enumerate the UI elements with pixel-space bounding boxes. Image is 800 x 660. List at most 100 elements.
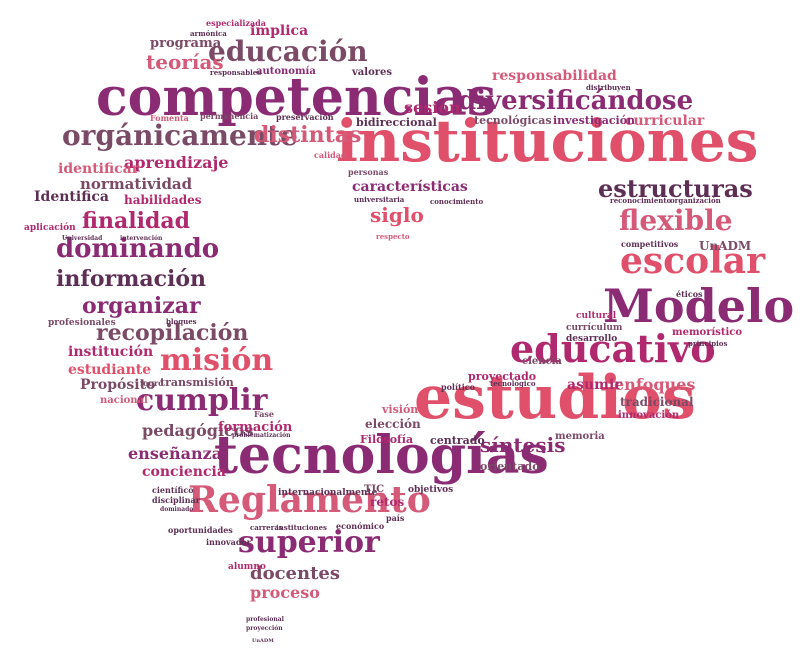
word-curricular: curricular (625, 113, 705, 129)
word-docentes: docentes (250, 563, 340, 584)
word-armonica: armónica (190, 29, 227, 38)
word-intervencion: intervención (120, 235, 163, 242)
word-diversificandose: diversificándose (458, 86, 694, 116)
word-responsabilidad: responsabilidad (492, 68, 617, 84)
word-siglo: siglo (370, 203, 424, 227)
word-desarrollo: desarrollo (566, 334, 618, 344)
word-profesionales: profesionales (48, 318, 116, 328)
word-tecnologico: tecnológico (490, 379, 536, 388)
word-proceso: proceso (250, 583, 320, 602)
word-carreras: carreras (250, 523, 283, 532)
word-fomenta: Fomenta (150, 113, 189, 123)
word-dominado: dominado (160, 506, 194, 513)
word-programa: programa (150, 36, 222, 51)
word-innovador: innovador (206, 537, 251, 547)
word-estudios: estudios (414, 363, 696, 433)
word-permanencia: permanencia (200, 111, 259, 121)
word-tecnologicas: tecnológicas (474, 114, 552, 127)
word-eticos: éticos (676, 289, 703, 299)
word-flexible: flexible (619, 204, 733, 237)
word-ensenanza: enseñanza (128, 444, 223, 463)
word-investigacion: investigación (553, 114, 636, 127)
word-universidad: Universidad (62, 235, 103, 242)
word-memoristico: memorístico (672, 327, 743, 338)
word-instituciones: instituciones (336, 107, 759, 175)
word-competitivos: competitivos (621, 239, 679, 249)
word-recopilacion: recopilación (96, 320, 249, 346)
word-habilidades: habilidades (124, 193, 202, 207)
word-teorias: teorías (146, 50, 224, 74)
word-estructuras: estructuras (598, 174, 753, 203)
word-aprendizaje: aprendizaje (124, 153, 229, 172)
word-conciencia: conciencia (142, 464, 226, 480)
word-institucion: institución (68, 344, 154, 360)
word-transmision: transmisión (160, 376, 234, 389)
word-finalidad: finalidad (82, 208, 190, 234)
word-implica: implica (250, 23, 309, 39)
word-superior: superior (238, 525, 380, 560)
word-centrado: centrado (430, 434, 485, 447)
word-filosofia: Filosofía (360, 433, 414, 446)
word-unadm-small: UnADM (252, 638, 274, 644)
word-organizar: organizar (82, 293, 201, 319)
word-competencias: competencias (96, 67, 497, 128)
word-ciencia: ciencia (522, 356, 562, 367)
word-preservacion: preservación (276, 112, 334, 122)
word-aplicacion: aplicación (24, 223, 76, 233)
word-tecnologias: tecnologías (214, 425, 549, 486)
word-bidireccional: bidireccional (356, 116, 437, 129)
word-personas: personas (348, 167, 389, 177)
word-formacion: formación (218, 420, 293, 435)
word-modelo: Modelo (603, 279, 795, 333)
word-orientado: orientado (480, 460, 540, 473)
word-innovacion: innovación (618, 410, 680, 421)
word-respecto: respecto (376, 232, 410, 241)
word-responsables: responsables (210, 68, 262, 77)
word-problematizacion: problematización (232, 432, 291, 439)
word-economico: económico (336, 521, 385, 531)
word-organizacion: organización (670, 196, 721, 205)
word-distintas: distintas (254, 122, 362, 148)
word-oportunidades: oportunidades (168, 525, 233, 535)
word-principios: principios (688, 339, 728, 348)
word-disciplinar: disciplinar (152, 495, 200, 505)
word-organicamente: orgánicamente (62, 119, 298, 152)
word-sesion: sesión (404, 98, 461, 117)
word-educativo: educativo (510, 326, 716, 371)
word-asumir: asumir (567, 377, 622, 393)
word-eleccion: elección (365, 417, 421, 431)
word-conocimiento: conocimiento (430, 197, 484, 206)
word-cientifico: científico (152, 485, 194, 495)
word-educacion: educación (208, 35, 368, 68)
word-memoria: memoria (555, 431, 605, 442)
word-enfoques: enfoques (614, 375, 696, 394)
word-valores: valores (352, 67, 393, 78)
word-mision: misión (160, 343, 274, 378)
word-informacion: información (56, 266, 207, 292)
word-distribuyen: distribuyen (586, 83, 631, 92)
word-cumplir: cumplir (136, 383, 268, 418)
word-proyectado: proyectado (468, 370, 537, 383)
word-curriculum: currículum (566, 323, 623, 333)
word-proyeccion: proyección (246, 625, 283, 632)
word-estudiante: estudiante (68, 362, 152, 378)
word-politico: político (441, 382, 475, 392)
word-autonomia: autonomía (256, 66, 316, 77)
word-unadm: UnADM (699, 239, 752, 253)
word-nacional: nacional (100, 395, 148, 406)
word-identifica: Identifica (34, 189, 109, 205)
word-cultural: cultural (576, 311, 617, 321)
word-universitaria: universitaria (354, 195, 405, 204)
word-retos: retos (370, 495, 405, 509)
word-instituciones-small: instituciones (276, 523, 327, 532)
word-sintesis: síntesis (480, 433, 566, 457)
word-tradicional: tradicional (620, 395, 694, 409)
word-especializada: especializada (206, 18, 266, 28)
word-reconocimiento: reconocimiento (610, 196, 672, 205)
word-bloques: bloques (166, 317, 197, 326)
word-internacionalmente: internacionalmente (278, 488, 378, 498)
word-profesional: profesional (246, 616, 284, 623)
word-objetivos: objetivos (408, 485, 454, 495)
word-caracteristicas: características (352, 179, 468, 195)
